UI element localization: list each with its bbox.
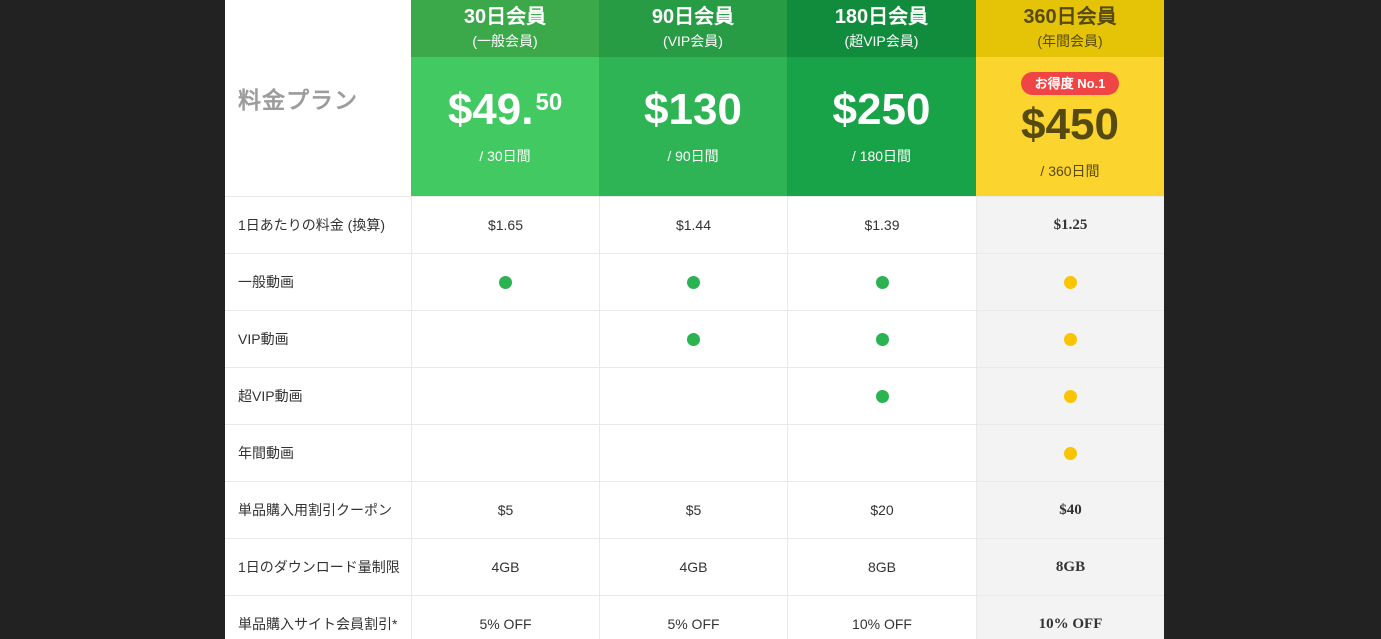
plan-header-30day: 30日会員 (一般会員) <box>411 0 599 57</box>
green-dot-icon <box>687 275 700 289</box>
green-dot-icon <box>499 275 512 289</box>
plan-price: $49.50 <box>447 84 563 134</box>
value-cell <box>787 424 976 481</box>
value-cell: $5 <box>411 481 599 538</box>
plan-column-90day[interactable]: 90日会員 (VIP会員) $130 / 90日間 <box>599 0 787 196</box>
value-cell: 4GB <box>411 538 599 595</box>
value-cell <box>411 310 599 367</box>
plan-period: / 360日間 <box>1040 163 1100 180</box>
plan-column-360day[interactable]: 360日会員 (年間会員) お得度 No.1 $450 / 360日間 <box>976 0 1164 196</box>
pricing-table-title: 料金プラン <box>238 87 358 113</box>
green-dot-icon <box>687 332 700 346</box>
plan-name: 180日会員 <box>834 6 929 28</box>
plan-price: $450 <box>1021 100 1119 150</box>
plan-subtitle: (VIP会員) <box>663 33 723 49</box>
row-label: 年間動画 <box>225 424 411 481</box>
value-cell <box>787 310 976 367</box>
value-cell <box>411 424 599 481</box>
green-dot-icon <box>875 332 889 346</box>
value-cell: 8GB <box>976 538 1164 595</box>
value-cell: $1.25 <box>976 196 1164 253</box>
value-cell: 4GB <box>599 538 787 595</box>
plan-period: / 180日間 <box>851 147 912 164</box>
plan-subtitle: (超VIP会員) <box>844 33 919 49</box>
plan-name: 30日会員 <box>463 6 547 28</box>
value-cell <box>411 367 599 424</box>
plan-column-180day[interactable]: 180日会員 (超VIP会員) $250 / 180日間 <box>787 0 976 196</box>
value-cell: $20 <box>787 481 976 538</box>
value-cell: $1.65 <box>411 196 599 253</box>
value-cell: $1.44 <box>599 196 787 253</box>
pricing-table: 料金プラン 30日会員 (一般会員) $49.50 / 30日間 90日会員 (… <box>225 0 1164 639</box>
plan-price-area-360day: お得度 No.1 $450 / 360日間 <box>976 57 1164 196</box>
value-cell: 10% OFF <box>976 595 1164 639</box>
value-cell: $1.39 <box>787 196 976 253</box>
row-label: 超VIP動画 <box>225 367 411 424</box>
yellow-dot-icon <box>1064 389 1077 403</box>
green-dot-icon <box>875 275 889 289</box>
value-cell <box>787 253 976 310</box>
value-cell <box>411 253 599 310</box>
value-cell <box>599 367 787 424</box>
value-cell <box>787 367 976 424</box>
yellow-dot-icon <box>1064 275 1077 289</box>
plan-subtitle: (年間会員) <box>1037 33 1103 49</box>
plan-header-180day: 180日会員 (超VIP会員) <box>787 0 976 57</box>
value-cell <box>599 424 787 481</box>
plan-price: $130 <box>644 84 742 134</box>
value-cell <box>599 310 787 367</box>
yellow-dot-icon <box>1064 446 1077 460</box>
green-dot-icon <box>875 389 889 403</box>
row-label: 単品購入サイト会員割引* <box>225 595 411 639</box>
plan-period: / 30日間 <box>479 147 531 164</box>
plan-name: 360日会員 <box>1023 6 1117 28</box>
value-cell <box>976 424 1164 481</box>
plan-period: / 90日間 <box>667 147 719 164</box>
plan-header-360day: 360日会員 (年間会員) <box>976 0 1164 57</box>
value-cell: $5 <box>599 481 787 538</box>
row-label: 一般動画 <box>225 253 411 310</box>
plan-header-90day: 90日会員 (VIP会員) <box>599 0 787 57</box>
plan-price: $250 <box>832 84 931 134</box>
value-cell: 5% OFF <box>411 595 599 639</box>
row-label: 1日のダウンロード量制限 <box>225 538 411 595</box>
row-label: 単品購入用割引クーポン <box>225 481 411 538</box>
value-cell <box>976 253 1164 310</box>
plan-subtitle: (一般会員) <box>472 33 538 49</box>
value-cell <box>976 310 1164 367</box>
value-cell: 5% OFF <box>599 595 787 639</box>
row-label: 1日あたりの料金 (換算) <box>225 196 411 253</box>
yellow-dot-icon <box>1064 332 1077 346</box>
plan-column-30day[interactable]: 30日会員 (一般会員) $49.50 / 30日間 <box>411 0 599 196</box>
value-cell <box>976 367 1164 424</box>
value-cell: $40 <box>976 481 1164 538</box>
value-cell: 10% OFF <box>787 595 976 639</box>
plan-name: 90日会員 <box>651 6 735 28</box>
pricing-table-title-cell: 料金プラン <box>225 0 411 196</box>
value-cell: 8GB <box>787 538 976 595</box>
row-label: VIP動画 <box>225 310 411 367</box>
plan-price-area-180day: $250 / 180日間 <box>787 57 976 196</box>
value-cell <box>599 253 787 310</box>
plan-price-area-30day: $49.50 / 30日間 <box>411 57 599 196</box>
plan-price-area-90day: $130 / 90日間 <box>599 57 787 196</box>
best-value-badge: お得度 No.1 <box>1020 71 1120 96</box>
